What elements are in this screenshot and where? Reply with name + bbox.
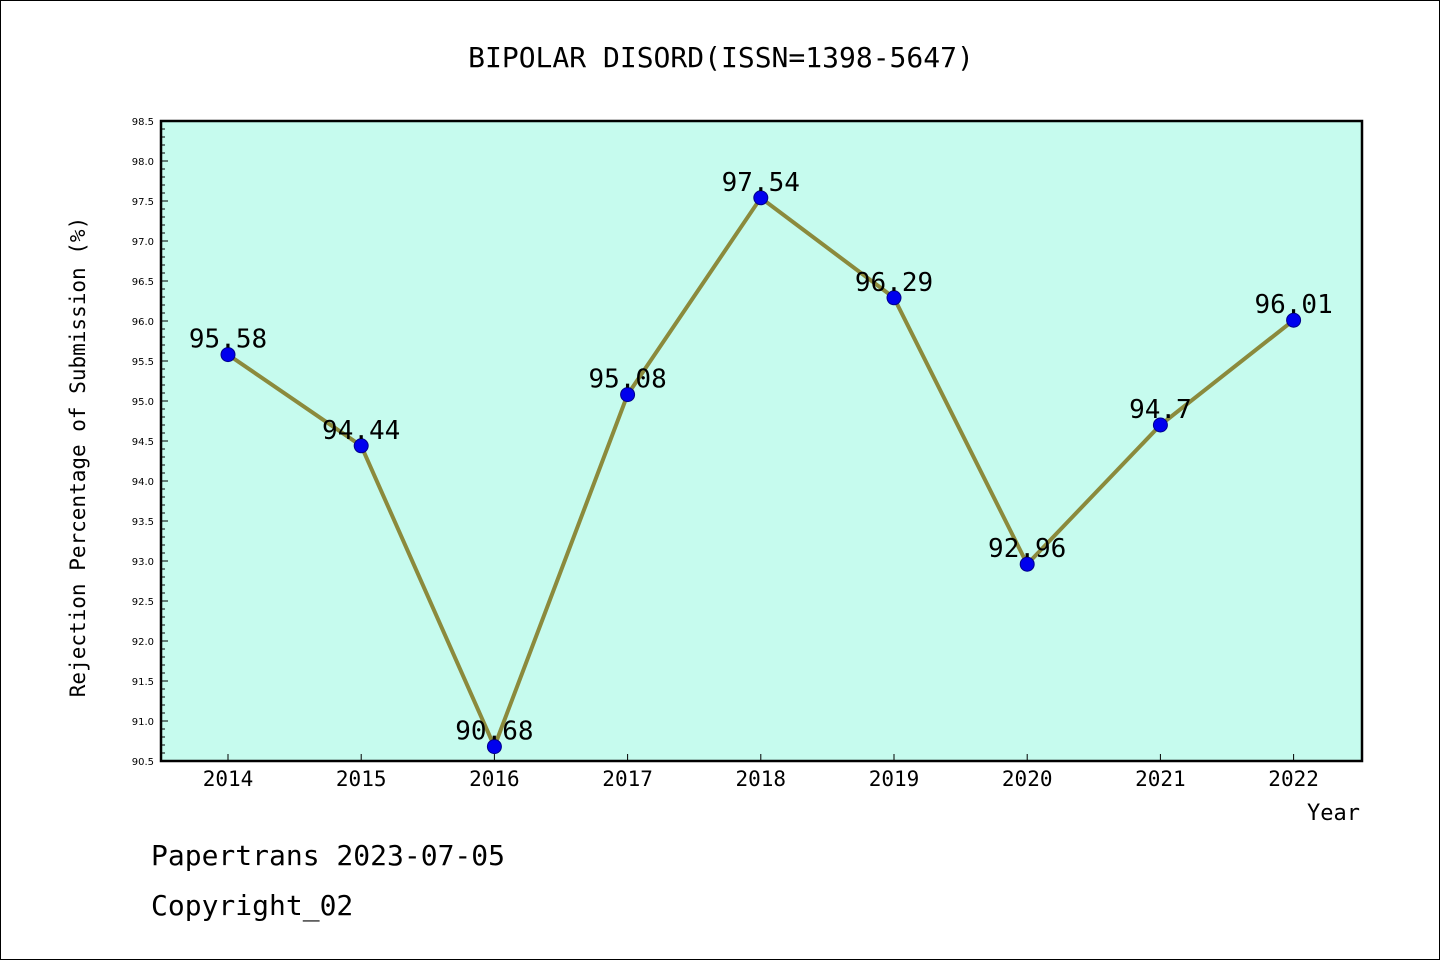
y-tick-label: 90.5 — [132, 757, 154, 768]
x-tick-label: 2021 — [1135, 767, 1186, 791]
y-axis-label: Rejection Percentage of Submission (%) — [66, 217, 90, 697]
y-tick-label: 97.5 — [132, 197, 154, 208]
data-point — [620, 387, 636, 403]
x-tick-label: 2020 — [1002, 767, 1053, 791]
data-label: 94.44 — [322, 416, 400, 446]
y-tick-label: 91.5 — [132, 677, 154, 688]
data-point — [753, 190, 769, 206]
y-tick-label: 93.5 — [132, 517, 154, 528]
y-tick-label: 94.5 — [132, 437, 154, 448]
x-tick-label: 2015 — [336, 767, 387, 791]
x-tick-label: 2018 — [736, 767, 787, 791]
data-point — [1152, 417, 1168, 433]
y-tick-label: 98.5 — [132, 117, 154, 128]
y-axis: 90.5 91.0 91.5 92.0 92.5 93.0 93.5 94.0 94.5 95.0… — [132, 117, 168, 768]
y-tick-label: 93.0 — [132, 557, 154, 568]
x-tick-label: 2014 — [203, 767, 254, 791]
y-tick-label: 95.5 — [132, 357, 154, 368]
y-tick-label: 92.0 — [132, 637, 154, 648]
data-label: 95.08 — [588, 365, 666, 395]
data-point — [220, 347, 236, 363]
x-axis-label: Year — [1307, 801, 1360, 826]
y-tick-label: 97.0 — [132, 237, 154, 248]
data-label: 96.01 — [1254, 290, 1332, 320]
x-tick-label: 2019 — [869, 767, 920, 791]
plot-border — [159, 119, 1364, 763]
data-labels: 95.58 94.44 90.68 95.08 97.54 96.29 92.96 94.7 9… — [189, 168, 1333, 747]
data-point — [1286, 312, 1302, 328]
y-tick-label: 91.0 — [132, 717, 154, 728]
data-point — [486, 739, 502, 755]
data-label: 95.58 — [189, 325, 267, 355]
y-tick-label: 95.0 — [132, 397, 154, 408]
series-line — [220, 190, 1302, 755]
x-tick-label: 2022 — [1268, 767, 1319, 791]
y-tick-label: 94.0 — [132, 477, 154, 488]
data-label: 97.54 — [722, 168, 800, 198]
data-label: 96.29 — [855, 268, 933, 298]
y-tick-label: 96.5 — [132, 277, 154, 288]
footer-copyright: Copyright_02 — [151, 889, 353, 923]
y-tick-label: 92.5 — [132, 597, 154, 608]
x-tick-label: 2016 — [469, 767, 520, 791]
data-point — [886, 290, 902, 306]
y-tick-label: 96.0 — [132, 317, 154, 328]
data-label: 92.96 — [988, 534, 1066, 564]
data-point — [1019, 556, 1035, 572]
footer-date: Papertrans 2023-07-05 — [151, 839, 505, 872]
data-point — [353, 438, 369, 454]
x-tick-label: 2017 — [602, 767, 653, 791]
data-label: 90.68 — [455, 717, 533, 747]
y-tick-label: 98.0 — [132, 157, 154, 168]
data-label: 94.7 — [1129, 395, 1192, 425]
chart-title: BIPOLAR DISORD(ISSN=1398-5647) — [468, 41, 974, 74]
x-axis: 2014 2015 2016 2017 2018 2019 2020 2021 2022 — [203, 754, 1319, 791]
